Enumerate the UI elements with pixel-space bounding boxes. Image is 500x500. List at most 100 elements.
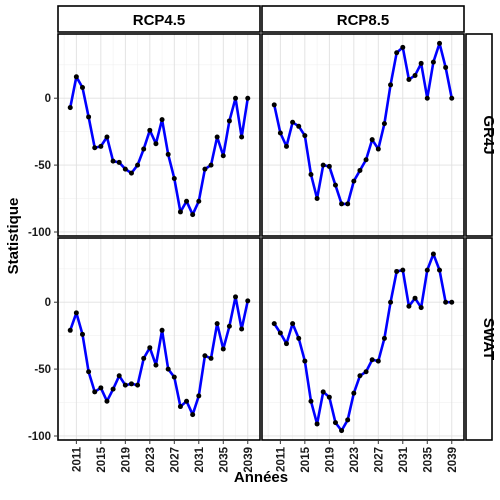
data-point bbox=[400, 267, 406, 273]
data-point bbox=[363, 157, 369, 163]
data-point bbox=[141, 146, 147, 152]
data-point bbox=[202, 353, 208, 359]
x-axis-title: Années bbox=[234, 469, 288, 486]
x-tick-label: 2039 bbox=[447, 447, 459, 473]
data-point bbox=[153, 362, 159, 368]
y-tick-label: 0 bbox=[45, 297, 51, 309]
data-point bbox=[437, 40, 443, 46]
data-point bbox=[351, 390, 357, 396]
data-point bbox=[208, 162, 214, 168]
data-point bbox=[296, 335, 302, 341]
series-line bbox=[273, 252, 452, 432]
data-point bbox=[165, 366, 171, 372]
column-strip bbox=[57, 5, 261, 33]
data-point bbox=[430, 251, 436, 257]
x-tick-label: 2031 bbox=[398, 446, 410, 472]
data-point bbox=[239, 134, 245, 140]
data-point bbox=[165, 151, 171, 157]
panel-border bbox=[57, 237, 261, 441]
data-point bbox=[375, 358, 381, 364]
data-point bbox=[296, 123, 302, 129]
data-point bbox=[86, 114, 92, 120]
data-point bbox=[326, 394, 332, 400]
data-point bbox=[92, 389, 98, 395]
data-point bbox=[308, 398, 314, 404]
data-point bbox=[271, 321, 277, 327]
data-point bbox=[345, 417, 351, 423]
data-point bbox=[326, 163, 332, 169]
data-point bbox=[332, 420, 338, 426]
panel-border bbox=[57, 33, 261, 237]
data-point bbox=[159, 117, 165, 123]
data-point bbox=[208, 355, 214, 361]
data-point bbox=[110, 386, 116, 392]
data-point bbox=[320, 162, 326, 168]
y-tick-label: -50 bbox=[34, 364, 51, 376]
data-point bbox=[177, 209, 183, 215]
data-point bbox=[141, 355, 147, 361]
data-point bbox=[388, 299, 394, 305]
x-tick-label: 2019 bbox=[120, 447, 132, 473]
data-point bbox=[320, 389, 326, 395]
panel-GR4J-RCP8.5 bbox=[261, 33, 465, 237]
data-point bbox=[171, 175, 177, 181]
x-tick-label: 2015 bbox=[96, 446, 108, 472]
data-point bbox=[363, 369, 369, 375]
data-point bbox=[147, 127, 153, 133]
data-point bbox=[437, 267, 443, 273]
data-point bbox=[339, 201, 345, 207]
data-point bbox=[302, 133, 308, 139]
data-point bbox=[104, 398, 110, 404]
panel-SWAT-RCP4.5: -100 -50 0 2011 2015 2019 2023 2027 2031 2035 2039 bbox=[28, 237, 261, 473]
data-point bbox=[283, 143, 289, 149]
y-tick-label: -50 bbox=[34, 160, 51, 172]
data-point bbox=[128, 170, 134, 176]
x-tick-label: 2023 bbox=[349, 447, 361, 473]
data-point bbox=[184, 198, 190, 204]
data-point bbox=[394, 50, 400, 56]
data-point bbox=[412, 72, 418, 78]
row-strip bbox=[465, 33, 493, 237]
x-tick-label: 2035 bbox=[422, 446, 434, 472]
data-point bbox=[86, 369, 92, 375]
data-point bbox=[135, 162, 141, 168]
series-line bbox=[69, 295, 250, 416]
data-point bbox=[375, 146, 381, 152]
data-point bbox=[110, 158, 116, 164]
data-point bbox=[430, 59, 436, 65]
data-point bbox=[283, 341, 289, 347]
data-point bbox=[98, 143, 104, 149]
data-point bbox=[73, 74, 79, 80]
data-point bbox=[214, 321, 220, 327]
x-tick-label: 2019 bbox=[324, 447, 336, 473]
data-point bbox=[79, 85, 85, 91]
row-strip bbox=[465, 237, 493, 441]
data-point bbox=[147, 345, 153, 351]
data-point bbox=[290, 119, 296, 125]
panel-SWAT-RCP8.5: 2011 2015 2019 2023 2027 2031 2035 2039 bbox=[261, 237, 465, 473]
data-point bbox=[345, 201, 351, 207]
data-point bbox=[116, 373, 122, 379]
data-point bbox=[369, 137, 375, 143]
data-point bbox=[406, 303, 412, 309]
data-point bbox=[381, 121, 387, 127]
data-point bbox=[128, 381, 134, 387]
data-point bbox=[135, 382, 141, 388]
x-tick-label: 2015 bbox=[300, 446, 312, 472]
x-tick-label: 2023 bbox=[145, 447, 157, 473]
data-point bbox=[177, 404, 183, 410]
data-point bbox=[424, 267, 430, 273]
panel-border bbox=[261, 237, 465, 441]
data-point bbox=[190, 212, 196, 218]
data-point bbox=[67, 327, 73, 333]
data-point bbox=[381, 335, 387, 341]
data-point bbox=[190, 412, 196, 418]
data-point bbox=[290, 321, 296, 327]
data-point bbox=[332, 182, 338, 188]
data-point bbox=[104, 134, 110, 140]
column-strip-label: RCP8.5 bbox=[337, 12, 390, 29]
data-point bbox=[153, 141, 159, 147]
x-tick-label: 2027 bbox=[169, 447, 181, 473]
data-point bbox=[196, 393, 202, 399]
x-tick-label: 2039 bbox=[243, 447, 255, 473]
